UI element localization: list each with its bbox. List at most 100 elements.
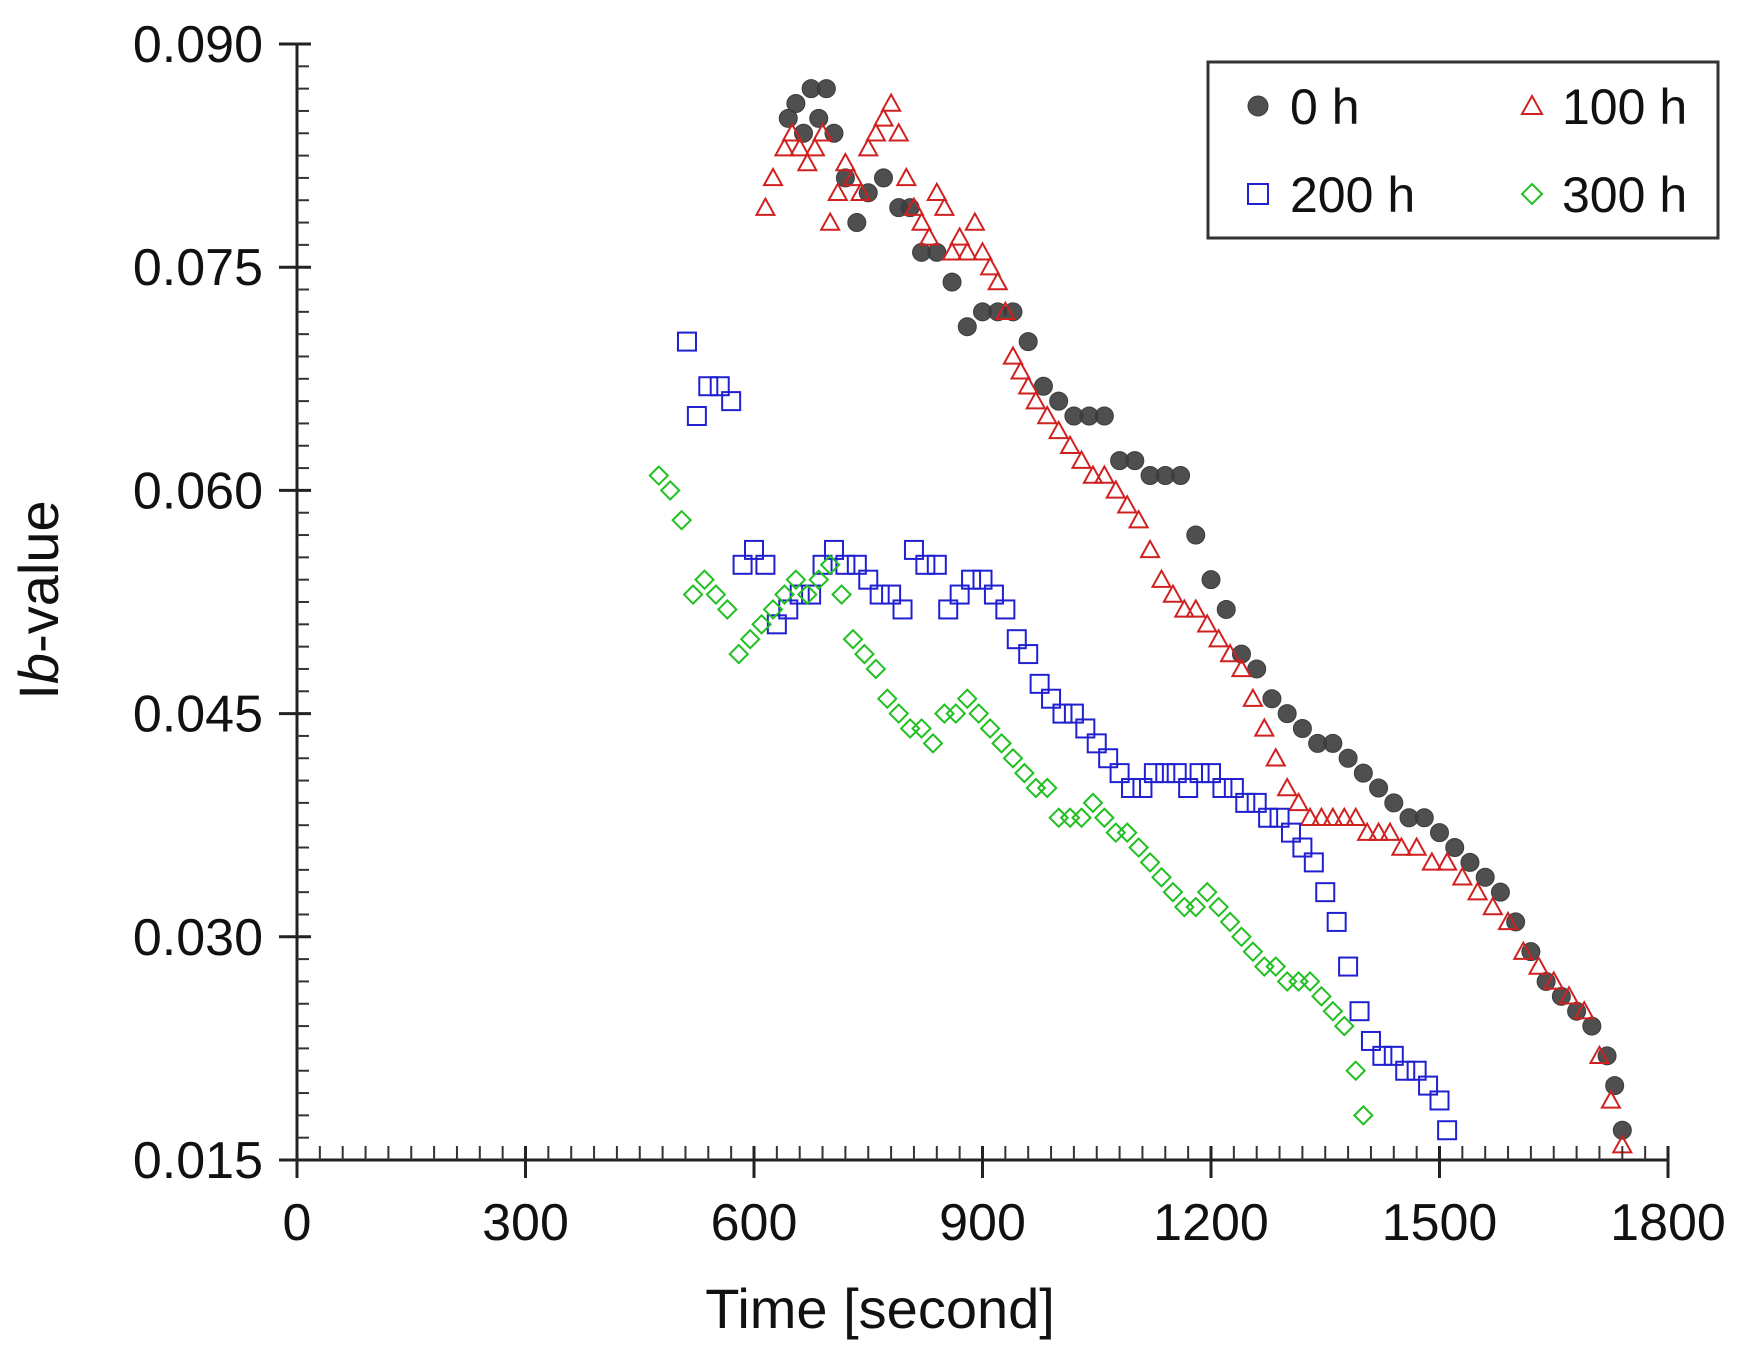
data-point bbox=[854, 643, 875, 665]
data-point bbox=[709, 376, 730, 397]
data-point bbox=[881, 584, 902, 605]
data-point bbox=[728, 643, 750, 665]
data-point bbox=[778, 108, 798, 128]
data-point bbox=[1360, 1030, 1381, 1051]
data-point bbox=[1338, 956, 1359, 977]
data-point bbox=[1582, 1016, 1602, 1036]
data-point bbox=[849, 181, 872, 201]
data-point bbox=[926, 554, 947, 575]
data-point bbox=[1082, 792, 1104, 814]
data-point bbox=[1186, 525, 1206, 545]
data-point bbox=[1353, 763, 1373, 783]
data-point bbox=[1338, 748, 1358, 768]
data-point bbox=[819, 211, 841, 231]
data-point bbox=[1006, 629, 1027, 650]
data-point bbox=[1082, 464, 1104, 484]
data-point bbox=[1093, 464, 1116, 484]
series-300-h bbox=[648, 465, 1374, 1126]
data-point bbox=[1242, 941, 1264, 963]
data-point bbox=[1185, 598, 1207, 618]
data-point bbox=[1201, 570, 1221, 590]
data-point bbox=[1372, 1045, 1393, 1066]
data-point bbox=[1390, 836, 1413, 856]
data-point bbox=[721, 391, 742, 412]
x-tick-label: 1500 bbox=[1382, 1194, 1498, 1252]
data-point bbox=[1482, 895, 1504, 916]
data-point bbox=[895, 166, 918, 187]
data-point bbox=[1395, 1060, 1416, 1081]
data-point bbox=[1189, 763, 1210, 784]
data-point bbox=[1247, 659, 1267, 679]
data-point bbox=[1093, 807, 1115, 829]
data-point bbox=[1041, 688, 1062, 709]
data-point bbox=[1151, 866, 1172, 888]
data-point bbox=[1128, 837, 1150, 858]
data-point bbox=[926, 181, 948, 201]
data-point bbox=[903, 539, 924, 560]
data-point bbox=[1322, 1000, 1344, 1022]
data-point bbox=[1265, 747, 1287, 767]
data-point bbox=[1299, 806, 1321, 826]
data-point bbox=[1185, 896, 1207, 918]
data-point bbox=[918, 226, 940, 246]
data-point bbox=[835, 554, 856, 575]
y-axis-title: Ib-value bbox=[7, 500, 70, 699]
data-point bbox=[808, 569, 830, 591]
x-tick-label: 1800 bbox=[1610, 1194, 1726, 1252]
data-point bbox=[1460, 852, 1480, 872]
series-200-h bbox=[676, 331, 1458, 1141]
data-point bbox=[1323, 733, 1343, 753]
data-point bbox=[1047, 419, 1070, 440]
legend-label: 100 h bbox=[1562, 79, 1687, 135]
data-point bbox=[1036, 777, 1058, 799]
data-point bbox=[762, 599, 784, 620]
data-point bbox=[1059, 434, 1081, 454]
data-point bbox=[858, 569, 879, 590]
data-point bbox=[1322, 806, 1344, 826]
data-point bbox=[1013, 762, 1035, 784]
legend-label: 300 h bbox=[1562, 167, 1687, 223]
data-point bbox=[846, 554, 867, 575]
series-layer bbox=[648, 79, 1633, 1154]
data-point bbox=[1018, 644, 1039, 665]
data-point bbox=[1143, 763, 1164, 784]
data-point bbox=[1588, 1044, 1611, 1065]
y-axis-title-prefix: I bbox=[7, 684, 70, 700]
data-point bbox=[774, 584, 795, 605]
data-point bbox=[1231, 926, 1252, 948]
data-point bbox=[1543, 970, 1565, 990]
data-point bbox=[1216, 599, 1236, 619]
data-point bbox=[1253, 956, 1275, 977]
data-point bbox=[1276, 971, 1298, 992]
data-point bbox=[1212, 778, 1233, 798]
data-point bbox=[1287, 791, 1310, 812]
data-point bbox=[1196, 613, 1218, 633]
data-point bbox=[880, 92, 902, 112]
y-tick-label: 0.075 bbox=[133, 239, 263, 297]
data-point bbox=[1356, 821, 1378, 841]
data-point bbox=[754, 196, 777, 216]
data-point bbox=[1280, 822, 1301, 843]
data-point bbox=[1276, 776, 1298, 797]
data-point bbox=[1018, 332, 1038, 352]
legend-marker bbox=[1247, 183, 1269, 205]
data-point bbox=[956, 688, 978, 710]
y-tick-label: 0.090 bbox=[133, 16, 263, 74]
data-point bbox=[1219, 643, 1241, 663]
data-point bbox=[857, 137, 879, 157]
x-tick-label: 900 bbox=[939, 1194, 1026, 1252]
data-point bbox=[1437, 1120, 1458, 1141]
data-point bbox=[1292, 718, 1312, 738]
data-point bbox=[816, 79, 836, 99]
data-point bbox=[1230, 657, 1253, 678]
data-point bbox=[1497, 910, 1519, 931]
x-tick-label: 0 bbox=[283, 1194, 312, 1252]
data-point bbox=[686, 406, 707, 426]
y-tick-label: 0.060 bbox=[133, 462, 263, 520]
data-point bbox=[1063, 703, 1084, 724]
data-point bbox=[781, 122, 803, 142]
data-point bbox=[796, 151, 819, 172]
data-point bbox=[785, 569, 807, 591]
data-point bbox=[1116, 494, 1138, 514]
data-point bbox=[1379, 821, 1401, 841]
